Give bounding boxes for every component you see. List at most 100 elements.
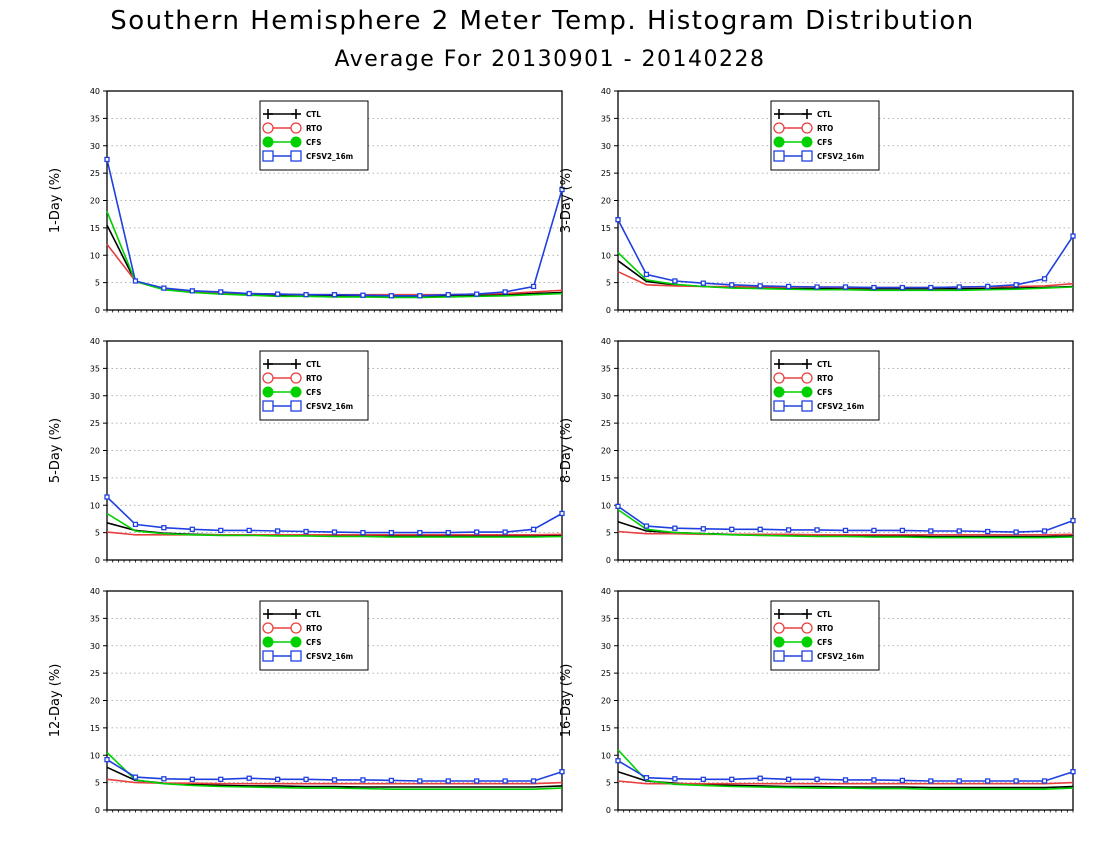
legend-marker <box>801 150 813 162</box>
plot-frame <box>106 590 563 811</box>
plot-frame <box>617 590 1074 811</box>
series-line-cfs <box>617 251 1074 292</box>
series-cfsv2-16m <box>104 494 565 536</box>
legend-marker <box>290 636 302 648</box>
legend: CTL RTO CFS CFSV2_16m <box>770 100 880 171</box>
y-tick-label: 35 <box>90 114 100 123</box>
y-tick-label: 0 <box>606 306 611 315</box>
y-tick-label: 5 <box>95 779 100 788</box>
legend-marker <box>801 136 813 148</box>
legend-marker <box>773 136 785 148</box>
chart-panel-3: 0 5 10 15 20 25 30 35 40 5-Day (%) CTL RTO CFS CFSV2_… <box>48 337 565 565</box>
data-point <box>1070 769 1076 775</box>
data-point <box>757 283 763 289</box>
series-line-rto <box>106 243 563 296</box>
data-point <box>928 528 934 534</box>
legend-marker <box>262 150 274 162</box>
legend: CTL RTO CFS CFSV2_16m <box>259 350 369 421</box>
y-tick-label: 10 <box>90 251 100 260</box>
legend-marker <box>774 609 784 619</box>
series-rto <box>106 243 563 296</box>
plot-frame <box>106 90 563 311</box>
y-tick-label: 25 <box>90 669 100 678</box>
series-cfsv2-16m <box>615 758 1076 784</box>
legend-marker <box>262 622 274 634</box>
data-point <box>161 285 167 291</box>
legend-label-ctl: CTL <box>306 610 321 619</box>
legend-marker <box>262 636 274 648</box>
data-point <box>757 526 763 532</box>
y-tick-label: 25 <box>90 419 100 428</box>
data-point <box>559 769 565 775</box>
legend-label-ctl: CTL <box>817 360 832 369</box>
legend-marker <box>773 636 785 648</box>
data-point <box>530 526 537 532</box>
legend-marker <box>774 109 784 119</box>
legend-marker <box>290 650 302 662</box>
data-point <box>388 529 395 536</box>
data-point <box>331 529 338 535</box>
data-point <box>871 777 877 783</box>
series-line-cfs <box>617 749 1074 791</box>
legend-label-rto: RTO <box>817 124 833 133</box>
y-axis-label: 16-Day (%) <box>559 664 574 738</box>
data-point <box>1070 233 1076 239</box>
data-point <box>331 777 338 783</box>
series-rto <box>106 778 563 785</box>
data-point <box>502 778 508 784</box>
data-point <box>899 777 906 784</box>
legend-marker <box>262 122 274 134</box>
legend-label-cfs: CFS <box>306 388 321 397</box>
series-line-cfs <box>106 211 563 299</box>
y-tick-label: 20 <box>601 447 611 456</box>
legend-marker <box>262 650 274 662</box>
legend-marker <box>291 109 301 119</box>
series-cfs <box>106 512 563 538</box>
y-tick-label: 5 <box>606 279 611 288</box>
chart-panel-5: 0 5 10 15 20 25 30 35 40 12-Day (%) CTL RTO CFS CFSV2… <box>48 587 565 815</box>
legend-marker <box>801 386 813 398</box>
data-point <box>899 284 906 291</box>
y-tick-label: 0 <box>95 306 100 315</box>
data-point <box>274 528 281 534</box>
legend-marker <box>290 122 302 134</box>
legend-marker <box>263 609 273 619</box>
legend-box <box>770 100 880 171</box>
legend-label-cfs: CFS <box>817 138 832 147</box>
legend-marker <box>290 150 302 162</box>
chart-panel-4: 0 5 10 15 20 25 30 35 40 8-Day (%) CTL RTO CFS CFSV2_… <box>559 337 1076 565</box>
data-point <box>104 156 110 163</box>
data-point <box>189 776 195 782</box>
data-point <box>842 527 849 534</box>
data-point <box>132 774 139 780</box>
y-axis-label: 1-Day (%) <box>48 168 63 233</box>
data-point <box>1013 282 1019 288</box>
y-tick-label: 5 <box>95 529 100 538</box>
y-tick-label: 10 <box>90 501 100 510</box>
y-tick-label: 10 <box>601 751 611 760</box>
chart-panel-6: 0 5 10 15 20 25 30 35 40 16-Day (%) CTL RTO CFS CFSV2… <box>559 587 1076 815</box>
y-axis-label: 8-Day (%) <box>559 418 574 483</box>
legend-label-rto: RTO <box>306 374 322 383</box>
y-tick-label: 35 <box>90 364 100 373</box>
y-tick-label: 40 <box>601 587 611 596</box>
data-point <box>672 278 678 284</box>
y-tick-label: 35 <box>601 364 611 373</box>
series-line-cfsv2-16m <box>617 219 1074 289</box>
legend-marker <box>262 136 274 148</box>
legend-box <box>259 600 369 671</box>
y-tick-label: 40 <box>90 337 100 346</box>
data-point <box>871 284 877 291</box>
data-point <box>1041 778 1048 784</box>
data-point <box>360 529 366 536</box>
y-tick-label: 30 <box>601 642 611 651</box>
data-point <box>643 523 650 529</box>
legend-marker <box>773 400 785 412</box>
legend-label-cfs: CFS <box>306 138 321 147</box>
y-tick-label: 0 <box>606 806 611 815</box>
legend-label-cfsv2-16m: CFSV2_16m <box>817 652 864 661</box>
data-point <box>502 529 508 535</box>
legend-label-ctl: CTL <box>817 610 832 619</box>
data-point <box>700 776 706 782</box>
